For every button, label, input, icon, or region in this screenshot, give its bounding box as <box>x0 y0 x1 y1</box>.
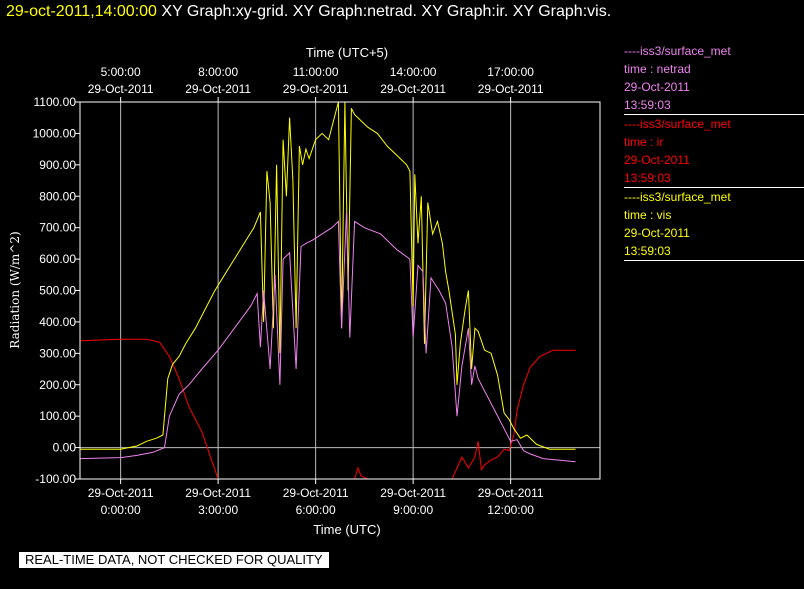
legend-date: 29-Oct-2011 <box>624 153 690 167</box>
quality-warning-banner: REAL-TIME DATA, NOT CHECKED FOR QUALITY <box>19 552 329 568</box>
x-tick-time: 6:00:00 <box>296 503 336 517</box>
y-tick-label: 200.00 <box>39 378 76 392</box>
x-top-tick-date: 29-Oct-2011 <box>185 82 251 96</box>
legend-variable: time : netrad <box>624 62 691 76</box>
x-top-tick-time: 5:00:00 <box>101 65 141 79</box>
x-top-tick-time: 11:00:00 <box>293 65 339 79</box>
x-tick-time: 9:00:00 <box>393 503 433 517</box>
legend-time: 13:59:03 <box>624 244 671 258</box>
x-tick-date: 29-Oct-2011 <box>88 486 154 500</box>
graph-title-netrad: XY Graph:netrad. <box>292 3 417 20</box>
y-tick-label: 100.00 <box>39 409 76 423</box>
legend-variable: time : ir <box>624 135 664 149</box>
x-axis-top-title: Time (UTC+5) <box>306 45 388 60</box>
series-line-ir <box>354 466 368 479</box>
series-line-ir <box>80 338 219 479</box>
y-tick-label: 300.00 <box>39 346 76 360</box>
series-line-vis <box>80 102 576 450</box>
legend-variable: time : vis <box>624 208 672 222</box>
legend-entry-vis: ----iss3/surface_met time : vis 29-Oct-2… <box>624 188 804 261</box>
y-tick-label: 400.00 <box>39 315 76 329</box>
legend-date: 29-Oct-2011 <box>624 80 690 94</box>
y-axis-title: Radiation (W/m^2) <box>8 231 22 348</box>
x-tick-date: 29-Oct-2011 <box>283 486 349 500</box>
legend-source: ----iss3/surface_met <box>624 117 731 131</box>
y-tick-label: 900.00 <box>39 158 76 172</box>
y-tick-label: 700.00 <box>39 221 76 235</box>
series-lines <box>80 102 576 479</box>
x-top-tick-time: 8:00:00 <box>198 65 238 79</box>
axis-ticks: 29-Oct-2011 0:00:00 29-Oct-2011 3:00:00 29-O… <box>33 65 544 517</box>
graph-title-ir: XY Graph:ir. <box>421 3 509 20</box>
x-tick-time: 0:00:00 <box>101 503 141 517</box>
legend-entry-ir: ----iss3/surface_met time : ir 29-Oct-20… <box>624 115 804 188</box>
y-tick-label: 1100.00 <box>34 95 77 109</box>
legend-time: 13:59:03 <box>624 98 671 112</box>
x-top-tick-date: 29-Oct-2011 <box>88 82 154 96</box>
y-tick-label: 600.00 <box>39 252 76 266</box>
x-tick-date: 29-Oct-2011 <box>185 486 251 500</box>
x-top-tick-date: 29-Oct-2011 <box>380 82 446 96</box>
x-top-tick-date: 29-Oct-2011 <box>478 82 544 96</box>
x-tick-time: 12:00:00 <box>487 503 534 517</box>
x-top-tick-time: 17:00:00 <box>487 65 534 79</box>
y-tick-label: 800.00 <box>39 189 76 203</box>
y-tick-label: 1000.00 <box>33 126 77 140</box>
series-line-ir <box>451 349 576 479</box>
graph-title-xy-grid: XY Graph:xy-grid. <box>161 3 289 20</box>
series-line-netrad <box>80 211 576 463</box>
x-tick-date: 29-Oct-2011 <box>380 486 446 500</box>
y-tick-label: 0.00 <box>53 441 77 455</box>
y-tick-label: -100.00 <box>35 472 76 486</box>
graph-title-vis: XY Graph:vis. <box>512 3 612 20</box>
grid-lines <box>80 102 600 479</box>
legend-date: 29-Oct-2011 <box>624 226 690 240</box>
legend: ----iss3/surface_met time : netrad 29-Oc… <box>624 42 804 261</box>
x-tick-date: 29-Oct-2011 <box>478 486 544 500</box>
legend-time: 13:59:03 <box>624 171 671 185</box>
header: 29-oct-2011,14:00:00 XY Graph:xy-grid. X… <box>6 3 611 21</box>
x-tick-time: 3:00:00 <box>198 503 238 517</box>
x-top-tick-date: 29-Oct-2011 <box>283 82 349 96</box>
legend-entry-netrad: ----iss3/surface_met time : netrad 29-Oc… <box>624 42 804 115</box>
x-axis-title: Time (UTC) <box>313 522 380 537</box>
legend-source: ----iss3/surface_met <box>624 44 731 58</box>
y-tick-label: 500.00 <box>39 284 76 298</box>
x-top-tick-time: 14:00:00 <box>390 65 437 79</box>
timestamp: 29-oct-2011,14:00:00 <box>6 3 157 20</box>
legend-source: ----iss3/surface_met <box>624 190 731 204</box>
